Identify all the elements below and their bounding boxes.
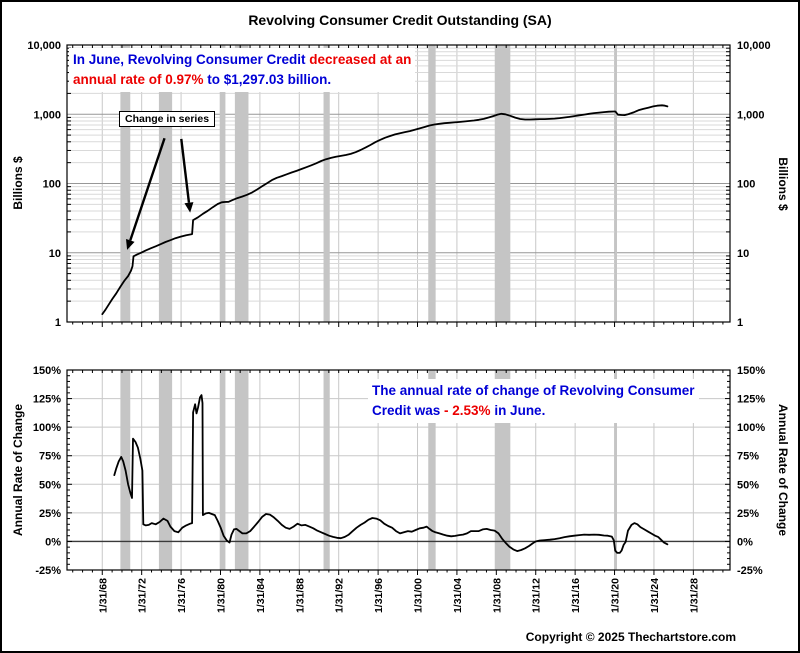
svg-text:1,000: 1,000 <box>33 109 61 121</box>
rate-line <box>113 394 669 554</box>
svg-text:100: 100 <box>43 179 61 191</box>
y-axis-title-rate-right: Annual Rate of Change <box>776 403 790 537</box>
svg-text:25%: 25% <box>39 508 61 520</box>
svg-text:1/31/92: 1/31/92 <box>334 578 346 613</box>
svg-text:1/31/28: 1/31/28 <box>688 578 700 613</box>
svg-text:10: 10 <box>49 248 61 260</box>
svg-text:1/31/16: 1/31/16 <box>570 578 582 613</box>
axis-tick-labels: 10,000 10,000 1,000 1,000 100 100 10 10 1 1 150% 15… <box>27 40 770 613</box>
svg-text:1/31/88: 1/31/88 <box>294 578 306 613</box>
svg-text:50%: 50% <box>39 479 61 491</box>
svg-text:1/31/84: 1/31/84 <box>255 578 267 613</box>
svg-text:100: 100 <box>737 179 755 191</box>
svg-text:1/31/68: 1/31/68 <box>97 578 109 613</box>
svg-text:10: 10 <box>737 248 749 260</box>
svg-text:1/31/12: 1/31/12 <box>531 578 543 613</box>
svg-text:0%: 0% <box>45 536 61 548</box>
y-axis-title-billions-right: Billions $ <box>776 157 790 211</box>
svg-text:125%: 125% <box>737 394 765 406</box>
y-axis-title-billions-left: Billions $ <box>11 156 25 210</box>
svg-text:1,000: 1,000 <box>737 109 765 121</box>
svg-text:0%: 0% <box>737 536 753 548</box>
bottom-panel-ticks <box>67 369 730 575</box>
svg-text:100%: 100% <box>737 422 765 434</box>
svg-text:1/31/72: 1/31/72 <box>137 578 149 613</box>
annotation-top: In June, Revolving Consumer Credit decre… <box>69 48 416 92</box>
svg-text:1/31/04: 1/31/04 <box>452 578 464 613</box>
svg-text:-25%: -25% <box>737 565 763 577</box>
svg-text:25%: 25% <box>737 508 759 520</box>
svg-text:125%: 125% <box>33 394 61 406</box>
svg-text:1/31/96: 1/31/96 <box>373 578 385 613</box>
svg-text:1/31/76: 1/31/76 <box>176 578 188 613</box>
svg-text:1: 1 <box>737 317 743 329</box>
svg-text:10,000: 10,000 <box>737 40 771 52</box>
page-title: Revolving Consumer Credit Outstanding (S… <box>248 12 552 28</box>
change-in-series-arrows <box>126 137 194 250</box>
change-in-series-label: Change in series <box>119 111 216 127</box>
svg-text:-25%: -25% <box>35 565 61 577</box>
svg-text:75%: 75% <box>737 451 759 463</box>
svg-text:150%: 150% <box>33 365 61 377</box>
svg-text:150%: 150% <box>737 365 765 377</box>
svg-text:1/31/24: 1/31/24 <box>649 578 661 613</box>
copyright-text: Copyright © 2025 Thechartstore.com <box>525 630 736 644</box>
y-axis-title-rate-left: Annual Rate of Change <box>11 403 25 537</box>
svg-text:1/31/00: 1/31/00 <box>413 578 425 613</box>
svg-text:1/31/80: 1/31/80 <box>215 578 227 613</box>
svg-text:1/31/08: 1/31/08 <box>491 578 503 613</box>
svg-text:75%: 75% <box>39 451 61 463</box>
svg-text:100%: 100% <box>33 422 61 434</box>
svg-text:1/31/20: 1/31/20 <box>610 578 622 613</box>
svg-text:1: 1 <box>55 317 61 329</box>
svg-text:10,000: 10,000 <box>27 40 61 52</box>
credit-line <box>101 104 669 316</box>
svg-text:50%: 50% <box>737 479 759 491</box>
annotation-bottom: The annual rate of change of Revolving C… <box>368 379 699 423</box>
